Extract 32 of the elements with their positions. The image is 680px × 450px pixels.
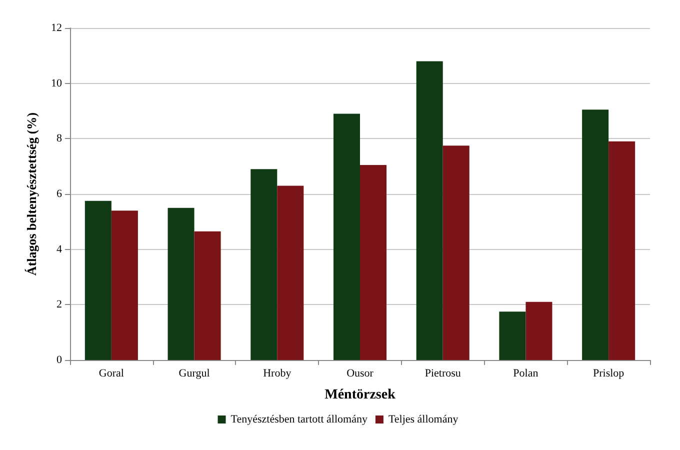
y-tick-label: 10 (51, 77, 62, 90)
bar (277, 186, 304, 360)
x-tick-label: Gurgul (178, 368, 210, 380)
y-tick-label: 0 (56, 354, 62, 366)
bar (250, 169, 278, 360)
y-tick-label: 8 (56, 132, 62, 145)
y-tick-label: 12 (51, 22, 62, 34)
bar (333, 114, 360, 360)
x-tick-label: Hroby (263, 368, 292, 380)
x-axis-title: Méntörzsek (324, 388, 396, 402)
bar (442, 146, 470, 360)
x-tick-label: Pietrosu (424, 368, 462, 380)
legend-label: Tenyésztésben tartott állomány (230, 414, 368, 426)
bar (194, 231, 221, 360)
legend-label: Teljes állomány (388, 414, 459, 426)
bar (416, 61, 443, 360)
bar (111, 210, 138, 360)
bar (582, 110, 609, 360)
y-axis-title: Átlagos beltenyésztettség (%) (24, 112, 39, 276)
bar (499, 312, 526, 360)
bar (608, 141, 636, 360)
y-tick-label: 4 (56, 243, 62, 256)
x-tick-label: Ousor (346, 368, 374, 380)
x-tick-label: Goral (98, 368, 124, 380)
y-tick-label: 2 (56, 298, 62, 311)
x-tick-label: Polan (513, 368, 539, 380)
bar (360, 164, 387, 360)
bar (526, 302, 552, 360)
bar (168, 208, 194, 360)
x-tick-label: Prislop (592, 368, 625, 380)
bar (84, 200, 112, 360)
y-tick-label: 6 (56, 188, 62, 200)
